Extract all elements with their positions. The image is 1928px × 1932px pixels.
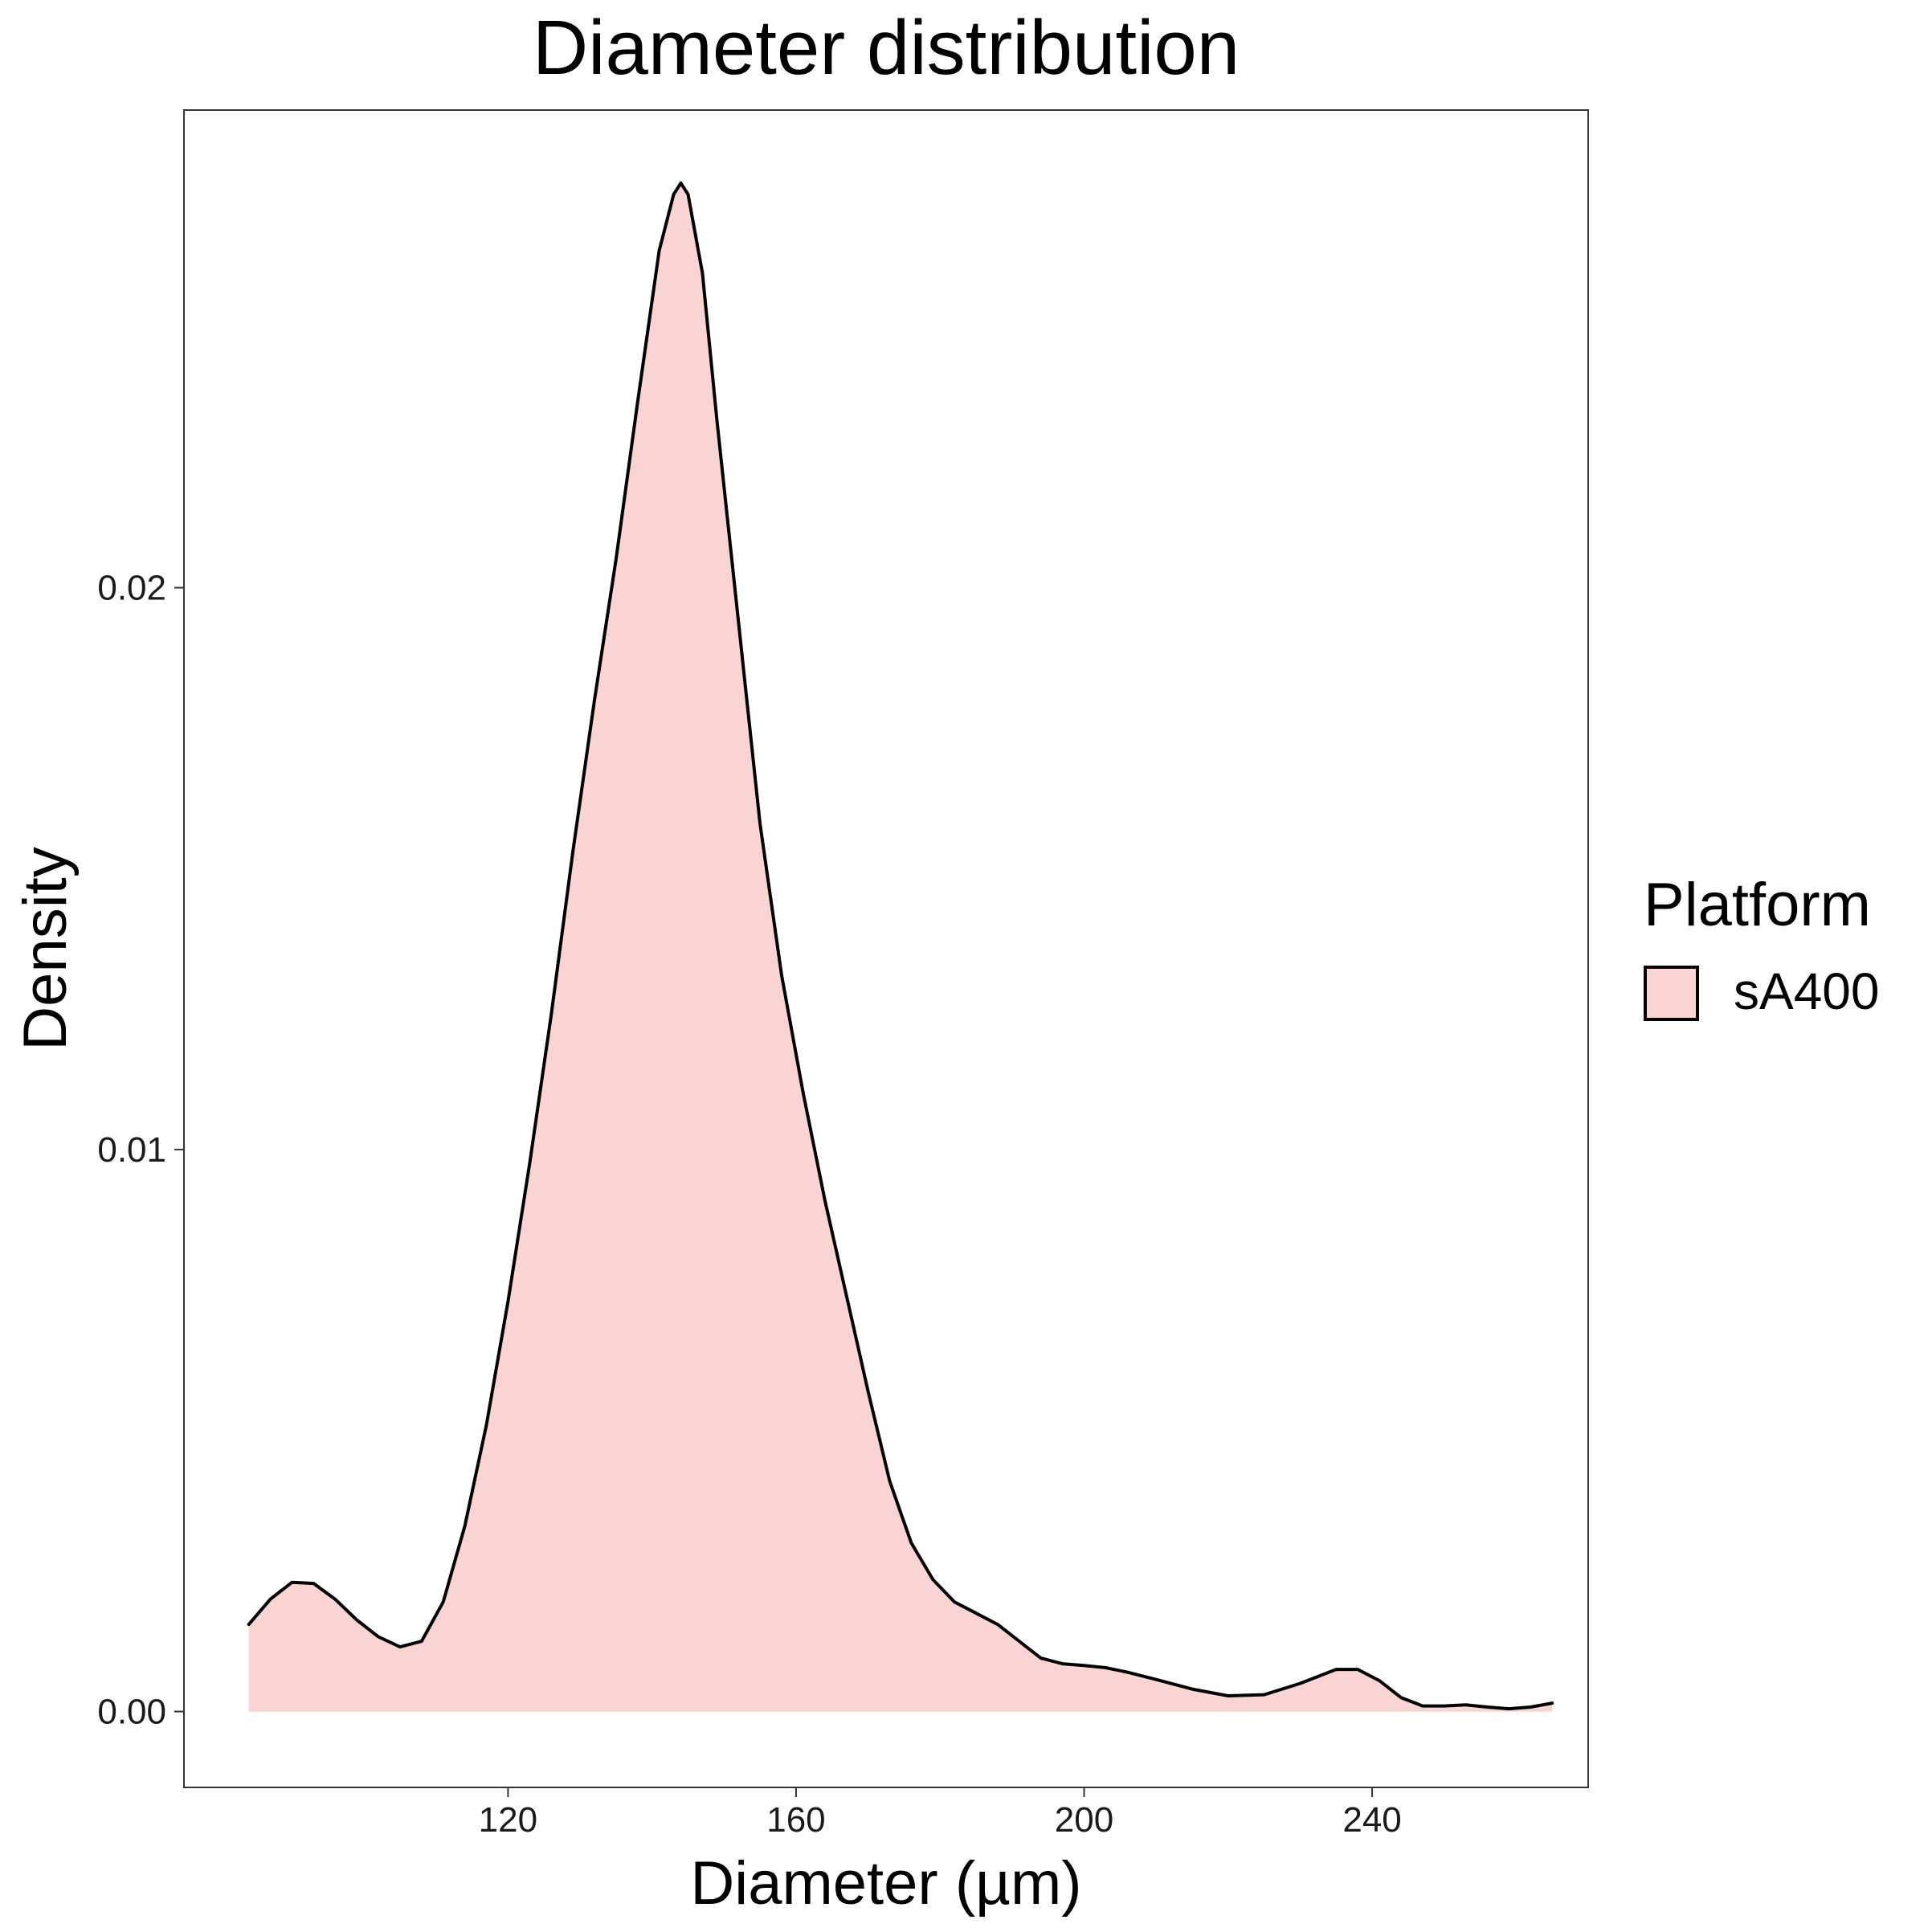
x-axis-label: Diameter (µm) [690,1849,1081,1918]
y-tick-label: 0.02 [97,569,166,608]
legend-label-sA400: sA400 [1734,962,1879,1020]
legend-swatch-sA400 [1644,966,1699,1021]
x-tick-label: 200 [1055,1800,1113,1840]
y-axis-label: Density [11,847,80,1050]
panel-border [183,109,1589,1788]
y-tick-label: 0.01 [97,1130,166,1170]
y-tick-label: 0.00 [97,1693,166,1732]
density-line-sA400 [247,181,1554,1711]
legend-title: Platform [1644,871,1871,939]
axis-layer: 120 160 200 240 0.00 0.01 0.02 [97,569,1401,1840]
chart-title: Diameter distribution [533,5,1240,91]
plot-layer [247,181,1554,1712]
legend: Platform sA400 [1644,871,1879,1021]
x-tick-label: 160 [766,1800,825,1840]
density-area-sA400 [248,182,1553,1712]
x-tick-label: 240 [1342,1800,1401,1840]
x-tick-label: 120 [479,1800,537,1840]
